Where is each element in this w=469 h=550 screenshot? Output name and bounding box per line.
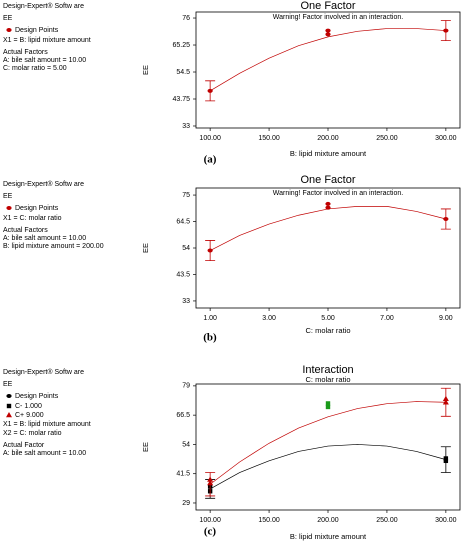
- y-tick-label: 43.5: [176, 271, 190, 278]
- actual-title: Actual Factor: [3, 442, 45, 449]
- x-tick-label: 7.00: [380, 315, 394, 322]
- x-tick-label: 250.00: [376, 135, 398, 142]
- factor-line: X1 = C: molar ratio: [3, 215, 62, 222]
- x-tick-label: 3.00: [262, 315, 276, 322]
- software-label: Design-Expert® Softw are: [3, 180, 84, 188]
- actual-line: A: bile salt amount = 10.00: [3, 450, 86, 457]
- response-label: EE: [3, 15, 13, 22]
- actual-title: Actual Factors: [3, 227, 48, 234]
- y-axis-title: EE: [141, 65, 150, 75]
- y-axis-title: EE: [141, 442, 150, 452]
- legend-marker: [6, 206, 12, 210]
- fit-line: [209, 28, 446, 92]
- factor-line: X2 = C: molar ratio: [3, 430, 62, 437]
- x-tick-label: 5.00: [321, 315, 335, 322]
- y-tick-label: 43.75: [172, 96, 190, 103]
- software-label: Design-Expert® Softw are: [3, 368, 84, 376]
- fit-line: [209, 401, 446, 485]
- y-tick-label: 41.5: [176, 471, 190, 478]
- caption: (b): [203, 332, 217, 344]
- warning: Warning! Factor involved in an interacti…: [273, 14, 404, 21]
- x-tick-label: 150.00: [258, 135, 280, 142]
- design-point: [207, 88, 213, 93]
- x-tick-label: 300.00: [435, 135, 457, 142]
- x-tick-label: 250.00: [376, 517, 398, 524]
- actual-title: Actual Factors: [3, 49, 48, 56]
- y-tick-label: 54.5: [176, 69, 190, 76]
- y-tick-label: 54: [182, 245, 190, 252]
- design-point: [443, 456, 449, 461]
- fit-line: [209, 444, 446, 490]
- legend-marker: [6, 403, 12, 409]
- design-point: [325, 201, 331, 206]
- design-point: [325, 28, 331, 33]
- x-axis-title: C: molar ratio: [305, 326, 350, 335]
- y-tick-label: 54: [182, 441, 190, 448]
- design-point: [443, 458, 449, 464]
- chart-subtitle: C: molar ratio: [305, 375, 350, 384]
- actual-line: C: molar ratio = 5.00: [3, 65, 67, 72]
- x-tick-label: 9.00: [439, 315, 453, 322]
- legend-entry: C+ 9.000: [15, 412, 44, 419]
- x-axis-title: B: lipid mixture amount: [290, 532, 367, 541]
- actual-line: A: bile salt amount = 10.00: [3, 57, 86, 64]
- legend-title: Design Points: [15, 27, 59, 34]
- caption: (c): [204, 526, 217, 538]
- actual-line: A: bile salt amount = 10.00: [3, 235, 86, 242]
- legend-title: Design Points: [15, 393, 59, 400]
- x-axis-title: B: lipid mixture amount: [290, 149, 367, 158]
- x-tick-label: 1.00: [203, 315, 217, 322]
- design-point: [443, 217, 449, 222]
- response-label: EE: [3, 381, 13, 388]
- legend-marker: [6, 394, 12, 398]
- x-tick-label: 200.00: [317, 135, 339, 142]
- legend-entry: C- 1.000: [15, 403, 42, 410]
- chart-title: One Factor: [300, 174, 355, 186]
- response-label: EE: [3, 193, 13, 200]
- x-tick-label: 100.00: [199, 517, 221, 524]
- center-point: [325, 401, 331, 406]
- design-point: [207, 480, 214, 486]
- y-tick-label: 64.5: [176, 218, 190, 225]
- legend-title: Design Points: [15, 205, 59, 212]
- y-tick-label: 29: [182, 500, 190, 507]
- software-label: Design-Expert® Softw are: [3, 2, 84, 10]
- actual-line: B: lipid mixture amount = 200.00: [3, 243, 104, 250]
- x-tick-label: 200.00: [317, 517, 339, 524]
- chart-title: Interaction: [302, 364, 353, 376]
- y-tick-label: 75: [182, 192, 190, 199]
- x-tick-label: 150.00: [258, 517, 280, 524]
- factor-line: X1 = B: lipid mixture amount: [3, 37, 91, 44]
- design-point: [325, 32, 331, 37]
- y-tick-label: 65.25: [172, 42, 190, 49]
- legend-marker: [6, 412, 12, 418]
- chart-title: One Factor: [300, 0, 355, 12]
- x-tick-label: 300.00: [435, 517, 457, 524]
- caption: (a): [204, 154, 217, 166]
- design-point: [443, 28, 449, 33]
- fit-line: [209, 206, 446, 251]
- y-tick-label: 66.5: [176, 412, 190, 419]
- center-point: [325, 404, 331, 410]
- y-tick-label: 33: [182, 123, 190, 130]
- design-point: [442, 399, 449, 405]
- design-point: [207, 476, 214, 482]
- y-tick-label: 33: [182, 298, 190, 305]
- warning: Warning! Factor involved in an interacti…: [273, 190, 404, 197]
- legend-marker: [6, 28, 12, 32]
- design-point: [207, 248, 213, 253]
- y-tick-label: 76: [182, 15, 190, 22]
- x-tick-label: 100.00: [199, 135, 221, 142]
- y-tick-label: 79: [182, 383, 190, 390]
- design-point: [442, 395, 449, 401]
- y-axis-title: EE: [141, 243, 150, 253]
- design-point: [325, 205, 331, 210]
- factor-line: X1 = B: lipid mixture amount: [3, 421, 91, 428]
